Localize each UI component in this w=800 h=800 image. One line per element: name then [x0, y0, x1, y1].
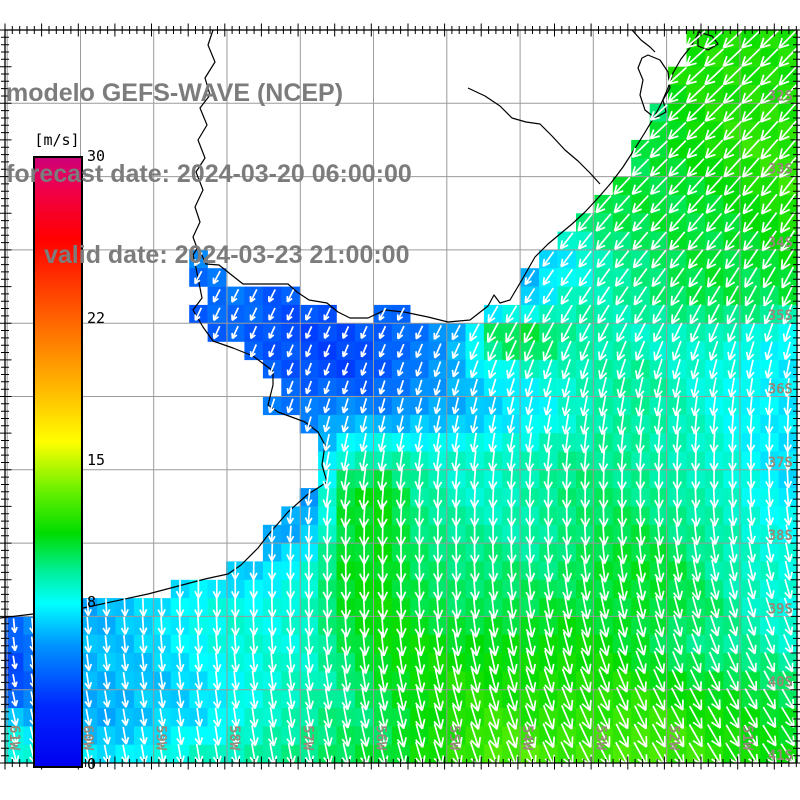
latitude-label: 34S — [768, 235, 793, 251]
latitude-label: 38S — [768, 528, 793, 544]
colorbar-tick-label: 0 — [87, 755, 97, 773]
colorbar-tick-label: 8 — [87, 592, 97, 611]
latitude-label: 36S — [768, 382, 793, 398]
latitude-label: 41S — [768, 748, 793, 764]
colorbar-tick-label: 30 — [87, 147, 106, 165]
longitude-label: 59W — [153, 725, 169, 751]
longitude-label: 57W — [299, 725, 315, 751]
graticule-labels: 61W 60W 59W 58W 57W 56W 55W 54W 53W 52W 51W 32S 33S 3… — [6, 88, 793, 764]
colorbar-gradient — [33, 156, 83, 768]
colorbar-tick-label: 15 — [87, 451, 106, 469]
longitude-label: 51W — [739, 725, 755, 751]
longitude-label: 54W — [519, 725, 535, 751]
longitude-label: 55W — [446, 725, 462, 751]
map-border-and-ticks — [0, 23, 800, 770]
longitude-label: 61W — [6, 725, 22, 751]
longitude-label: 60W — [80, 725, 96, 751]
latitude-label: 33S — [768, 162, 793, 178]
colorbar-unit-label: [m/s] — [34, 131, 80, 149]
latitude-label: 37S — [768, 455, 793, 471]
longitude-label: 56W — [373, 725, 389, 751]
colorbar-tick-label: 22 — [87, 309, 106, 328]
longitude-label: 58W — [226, 725, 242, 751]
longitude-label: 52W — [666, 725, 682, 751]
latitude-label: 39S — [768, 601, 793, 617]
longitude-label: 53W — [592, 725, 608, 751]
latitude-label: 35S — [768, 308, 793, 324]
wind-direction-arrows — [10, 29, 798, 767]
latitude-label: 32S — [768, 88, 793, 104]
latitude-label: 40S — [768, 675, 793, 691]
